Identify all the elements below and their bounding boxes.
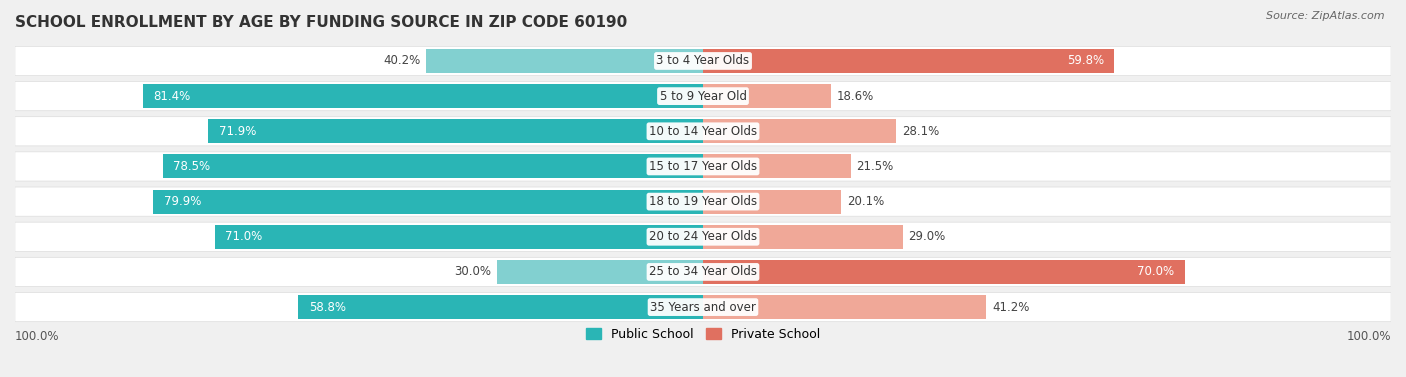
FancyBboxPatch shape [15, 257, 1391, 287]
Text: 35 Years and over: 35 Years and over [650, 300, 756, 314]
FancyBboxPatch shape [15, 222, 1391, 251]
Text: 41.2%: 41.2% [993, 300, 1029, 314]
Text: 78.5%: 78.5% [173, 160, 211, 173]
Text: Source: ZipAtlas.com: Source: ZipAtlas.com [1267, 11, 1385, 21]
Text: 5 to 9 Year Old: 5 to 9 Year Old [659, 90, 747, 103]
Bar [703, 225, 903, 249]
Text: 58.8%: 58.8% [309, 300, 346, 314]
Text: 18.6%: 18.6% [837, 90, 873, 103]
Bar [703, 190, 841, 213]
Bar [426, 49, 703, 73]
Text: 28.1%: 28.1% [901, 125, 939, 138]
Bar [703, 84, 831, 108]
Text: 21.5%: 21.5% [856, 160, 894, 173]
Text: 59.8%: 59.8% [1067, 54, 1104, 67]
Text: 18 to 19 Year Olds: 18 to 19 Year Olds [650, 195, 756, 208]
Text: 30.0%: 30.0% [454, 265, 491, 279]
FancyBboxPatch shape [15, 187, 1391, 216]
FancyBboxPatch shape [15, 117, 1391, 146]
Text: 3 to 4 Year Olds: 3 to 4 Year Olds [657, 54, 749, 67]
Bar [703, 120, 897, 143]
Text: 25 to 34 Year Olds: 25 to 34 Year Olds [650, 265, 756, 279]
Text: 100.0%: 100.0% [1347, 330, 1391, 343]
Text: SCHOOL ENROLLMENT BY AGE BY FUNDING SOURCE IN ZIP CODE 60190: SCHOOL ENROLLMENT BY AGE BY FUNDING SOUR… [15, 15, 627, 30]
FancyBboxPatch shape [15, 46, 1391, 75]
Bar [153, 190, 703, 213]
Text: 20 to 24 Year Olds: 20 to 24 Year Olds [650, 230, 756, 243]
Bar [703, 260, 1185, 284]
Bar [215, 225, 703, 249]
FancyBboxPatch shape [15, 81, 1391, 111]
Legend: Public School, Private School: Public School, Private School [579, 322, 827, 347]
Bar [143, 84, 703, 108]
FancyBboxPatch shape [15, 293, 1391, 322]
FancyBboxPatch shape [15, 152, 1391, 181]
Text: 40.2%: 40.2% [384, 54, 420, 67]
Text: 81.4%: 81.4% [153, 90, 191, 103]
Bar [163, 155, 703, 178]
Text: 100.0%: 100.0% [15, 330, 59, 343]
Bar [703, 49, 1115, 73]
Text: 15 to 17 Year Olds: 15 to 17 Year Olds [650, 160, 756, 173]
Bar [703, 155, 851, 178]
Text: 10 to 14 Year Olds: 10 to 14 Year Olds [650, 125, 756, 138]
Text: 70.0%: 70.0% [1137, 265, 1174, 279]
Text: 29.0%: 29.0% [908, 230, 945, 243]
Bar [298, 295, 703, 319]
Text: 79.9%: 79.9% [163, 195, 201, 208]
Text: 20.1%: 20.1% [846, 195, 884, 208]
Bar [496, 260, 703, 284]
Bar [208, 120, 703, 143]
Text: 71.0%: 71.0% [225, 230, 262, 243]
Bar [703, 295, 987, 319]
Text: 71.9%: 71.9% [219, 125, 256, 138]
